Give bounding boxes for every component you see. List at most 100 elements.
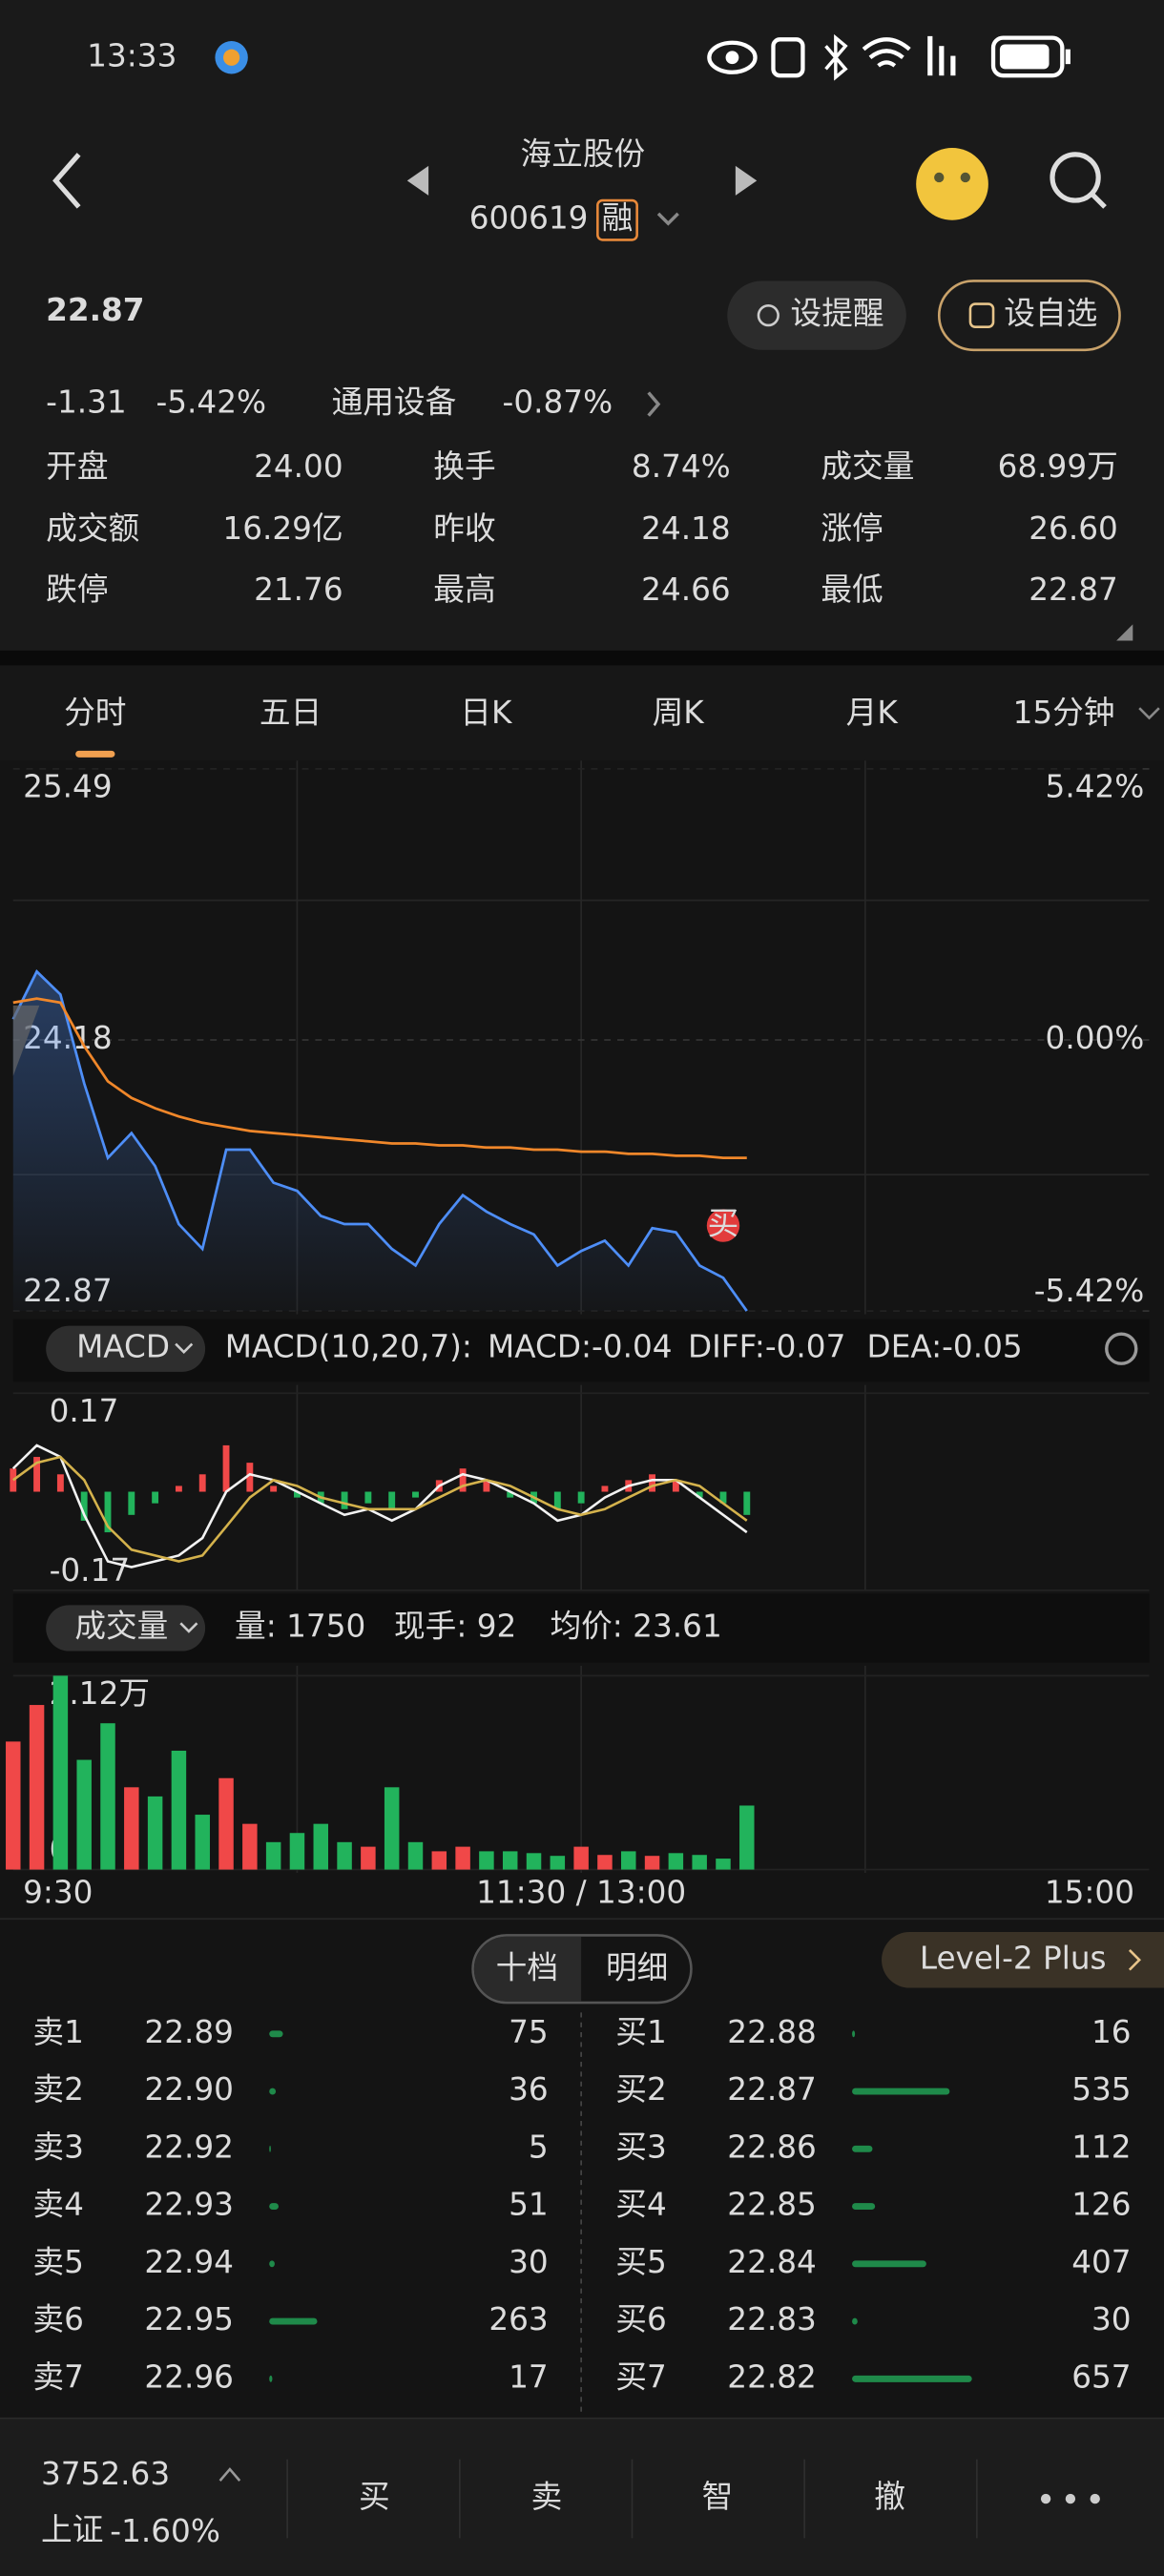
book-price: 22.95 [144, 2301, 234, 2337]
stat-value: 8.74% [632, 448, 731, 485]
book-qty: 5 [529, 2129, 549, 2165]
settings-button[interactable] [1105, 1332, 1138, 1365]
trade-marker-label: 买 [708, 1206, 739, 1242]
stat-value: 21.76 [254, 571, 343, 608]
tab-indicator [75, 750, 115, 758]
alert-button-bg[interactable] [727, 280, 906, 350]
series-line [11, 969, 748, 1312]
search-handle [1090, 192, 1107, 209]
more-dot[interactable] [1065, 2493, 1076, 2504]
bar [507, 1491, 514, 1498]
search-button[interactable] [1050, 152, 1101, 203]
bar [739, 1805, 755, 1870]
level2-bg[interactable] [882, 1932, 1164, 1988]
bar [198, 1474, 206, 1492]
stat-label: 开盘 [46, 448, 108, 485]
bar [743, 1491, 751, 1515]
next-stock[interactable] [735, 165, 758, 196]
book-tab[interactable]: 明细 [606, 1950, 668, 1986]
book-level: 买3 [615, 2129, 666, 2165]
book-qty-bar [269, 2030, 283, 2038]
price-area [12, 971, 747, 1312]
header-bg [0, 0, 1164, 651]
cancel-button[interactable]: 撤 [874, 2479, 905, 2515]
book-level: 买7 [615, 2358, 666, 2395]
bar [577, 1491, 585, 1504]
bar [246, 1463, 254, 1492]
bar [550, 1856, 566, 1870]
bar [668, 1853, 684, 1870]
bar [222, 1444, 230, 1492]
book-qty: 30 [509, 2244, 549, 2280]
book-level: 买2 [615, 2071, 666, 2108]
bar [80, 1491, 88, 1521]
book-qty: 535 [1071, 2071, 1131, 2108]
mascot[interactable] [916, 147, 988, 220]
index-expand[interactable] [218, 2467, 241, 2482]
stock-name: 海立股份 [521, 136, 646, 173]
tab[interactable]: 分时 [64, 695, 126, 731]
buy-button[interactable]: 买 [359, 2479, 390, 2515]
battery-tip [1065, 49, 1070, 65]
bar [147, 1796, 163, 1870]
back-button[interactable] [52, 153, 81, 209]
bar [171, 1750, 187, 1870]
series-line [12, 1455, 748, 1563]
chart-handle[interactable] [12, 1005, 40, 1076]
book-price: 22.85 [727, 2187, 817, 2223]
tab[interactable]: 日K [460, 695, 513, 731]
book-qty: 36 [509, 2071, 549, 2108]
code-dropdown[interactable] [656, 212, 679, 226]
watchlist-button[interactable]: 设自选 [1004, 296, 1097, 332]
macd-selector[interactable]: MACD [76, 1329, 170, 1365]
alert-button[interactable]: 设提醒 [791, 296, 884, 332]
bar [124, 1787, 139, 1870]
bar [195, 1815, 210, 1870]
sector[interactable]: 通用设备 [332, 384, 457, 421]
bar [6, 1741, 21, 1870]
book-qty: 30 [1091, 2301, 1132, 2337]
bar [601, 1485, 609, 1492]
book-level: 卖2 [32, 2071, 83, 2108]
more-dot[interactable] [1090, 2493, 1100, 2504]
bar [431, 1851, 447, 1870]
tab[interactable]: 15分钟 [1013, 695, 1115, 731]
bar [364, 1491, 372, 1504]
prev-stock[interactable] [406, 165, 429, 196]
macd-selector-bg[interactable] [46, 1325, 206, 1372]
sector-arrow [647, 391, 661, 417]
volume-selector[interactable]: 成交量 [74, 1608, 168, 1644]
bar [337, 1841, 352, 1870]
book-qty-bar [852, 2260, 926, 2268]
stat-value: 24.66 [641, 571, 731, 608]
y-tick-label: 0.17 [50, 1393, 119, 1429]
sell-button[interactable]: 卖 [531, 2479, 563, 2515]
diff-readout: DIFF:-0.07 [688, 1329, 845, 1365]
more-dot[interactable] [1040, 2493, 1051, 2504]
bar [621, 1851, 636, 1870]
tab[interactable]: 周K [653, 695, 706, 731]
battery-level [999, 44, 1050, 70]
series-line [11, 1444, 748, 1568]
level2-button[interactable]: Level-2 Plus [920, 1940, 1107, 1976]
book-tab[interactable]: 十档 [496, 1950, 558, 1986]
index-value: 3752.63 [41, 2456, 170, 2492]
avg-readout: 均价: 23.61 [550, 1608, 721, 1644]
x-tick-label: 15:00 [1045, 1874, 1134, 1910]
bar [692, 1855, 707, 1870]
tab[interactable]: 月K [846, 695, 900, 731]
eye-pupil [725, 51, 739, 65]
volume-selector-bg[interactable] [46, 1605, 206, 1652]
bar [716, 1859, 731, 1870]
book-qty: 16 [1091, 2014, 1132, 2050]
bar [313, 1823, 329, 1870]
bar [644, 1856, 660, 1870]
bar [407, 1841, 424, 1870]
book-level: 卖4 [32, 2187, 83, 2223]
tab[interactable]: 五日 [260, 695, 322, 731]
book-qty-bar [269, 2145, 271, 2152]
watchlist-button-bg[interactable] [937, 280, 1121, 352]
stat-label: 最低 [821, 571, 883, 608]
smart-button[interactable]: 智 [702, 2479, 734, 2515]
stat-value: 68.99万 [998, 448, 1118, 485]
